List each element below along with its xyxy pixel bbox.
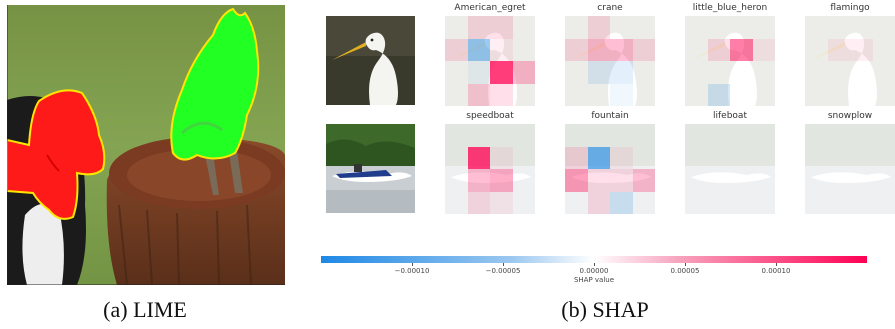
heatmap-cell	[610, 146, 633, 169]
heatmap-silhouette	[805, 124, 895, 183]
heatmap-cell	[587, 146, 610, 169]
heatmap-cell	[490, 16, 513, 39]
heatmap-cell	[730, 38, 753, 61]
heatmap-cell	[632, 38, 655, 61]
heatmap-cell	[565, 146, 588, 169]
heatmap-silhouette	[565, 124, 655, 183]
heatmap-cell	[512, 61, 535, 84]
heatmap-cell	[587, 61, 610, 84]
heatmap-silhouette	[811, 32, 877, 106]
colorbar-tick-label: 0.00005	[670, 267, 700, 275]
speedboat-photo	[326, 124, 415, 213]
heatmap-cell	[707, 83, 730, 106]
heatmap-cell	[490, 191, 513, 214]
heatmap-cell	[467, 191, 490, 214]
heatmap-cell	[467, 38, 490, 61]
heatmap-cell	[467, 146, 490, 169]
shap-map-crane	[565, 16, 655, 106]
shap-map-lifeboat	[685, 124, 775, 214]
heatmap-silhouette	[685, 124, 775, 183]
heatmap-cell	[632, 169, 655, 192]
colorbar-tick-label: −0.00005	[485, 267, 521, 275]
lime-dog-highlight	[7, 89, 106, 220]
class-label-little-blue-heron: little_blue_heron	[692, 3, 768, 13]
egret-photo	[326, 16, 415, 105]
shap-map-speedboat	[445, 124, 535, 214]
heatmap-silhouette	[691, 32, 757, 106]
colorbar-tick-label: −0.00010	[394, 267, 430, 275]
colorbar-tick-mark	[685, 263, 686, 266]
shap-map-american-egret	[445, 16, 535, 106]
heatmap-cell	[610, 83, 633, 106]
class-label-lifeboat: lifeboat	[713, 111, 747, 121]
heatmap-cell	[467, 16, 490, 39]
heatmap-cell	[490, 83, 513, 106]
heatmap-cell	[467, 83, 490, 106]
heatmap-cell	[587, 169, 610, 192]
colorbar-tick-label: 0.00000	[579, 267, 609, 275]
lime-panel	[7, 5, 285, 285]
class-label-speedboat: speedboat	[466, 111, 514, 121]
lime-explanation-image	[7, 5, 285, 285]
heatmap-silhouette	[445, 124, 535, 183]
heatmap-cell	[445, 38, 468, 61]
class-label-snowplow: snowplow	[827, 111, 873, 121]
heatmap-cell	[467, 169, 490, 192]
heatmap-cell	[587, 191, 610, 214]
shap-map-flamingo	[805, 16, 895, 106]
heatmap-cell	[490, 38, 513, 61]
heatmap-cell	[850, 38, 873, 61]
shap-map-fountain	[565, 124, 655, 214]
colorbar-label: SHAP value	[573, 276, 615, 284]
heatmap-cell	[587, 38, 610, 61]
heatmap-cell	[490, 146, 513, 169]
class-label-flamingo: flamingo	[830, 3, 870, 13]
heatmap-cell	[610, 38, 633, 61]
heatmap-cell	[565, 38, 588, 61]
shap-colorbar	[321, 256, 867, 263]
class-label-american-egret: American_egret	[454, 3, 526, 13]
colorbar-tick-label: 0.00010	[761, 267, 791, 275]
shap-map-snowplow	[805, 124, 895, 214]
heatmap-cell	[490, 61, 513, 84]
shap-caption: (b) SHAP	[561, 297, 649, 322]
heatmap-silhouette	[571, 32, 637, 106]
shap-map-little-blue-heron	[685, 16, 775, 106]
class-label-fountain: fountain	[591, 111, 629, 121]
lime-cat-highlight	[170, 7, 260, 161]
colorbar-tick-mark	[503, 263, 504, 266]
class-label-crane: crane	[597, 3, 623, 13]
colorbar-tick-mark	[412, 263, 413, 266]
colorbar-tick-mark	[594, 263, 595, 266]
heatmap-cell	[752, 38, 775, 61]
heatmap-cell	[565, 169, 588, 192]
heatmap-cell	[490, 169, 513, 192]
heatmap-cell	[610, 169, 633, 192]
lime-caption: (a) LIME	[103, 297, 187, 322]
heatmap-cell	[467, 61, 490, 84]
heatmap-cell	[707, 38, 730, 61]
heatmap-cell	[587, 16, 610, 39]
heatmap-cell	[610, 61, 633, 84]
colorbar-tick-mark	[776, 263, 777, 266]
heatmap-cell	[827, 38, 850, 61]
heatmap-cell	[610, 191, 633, 214]
